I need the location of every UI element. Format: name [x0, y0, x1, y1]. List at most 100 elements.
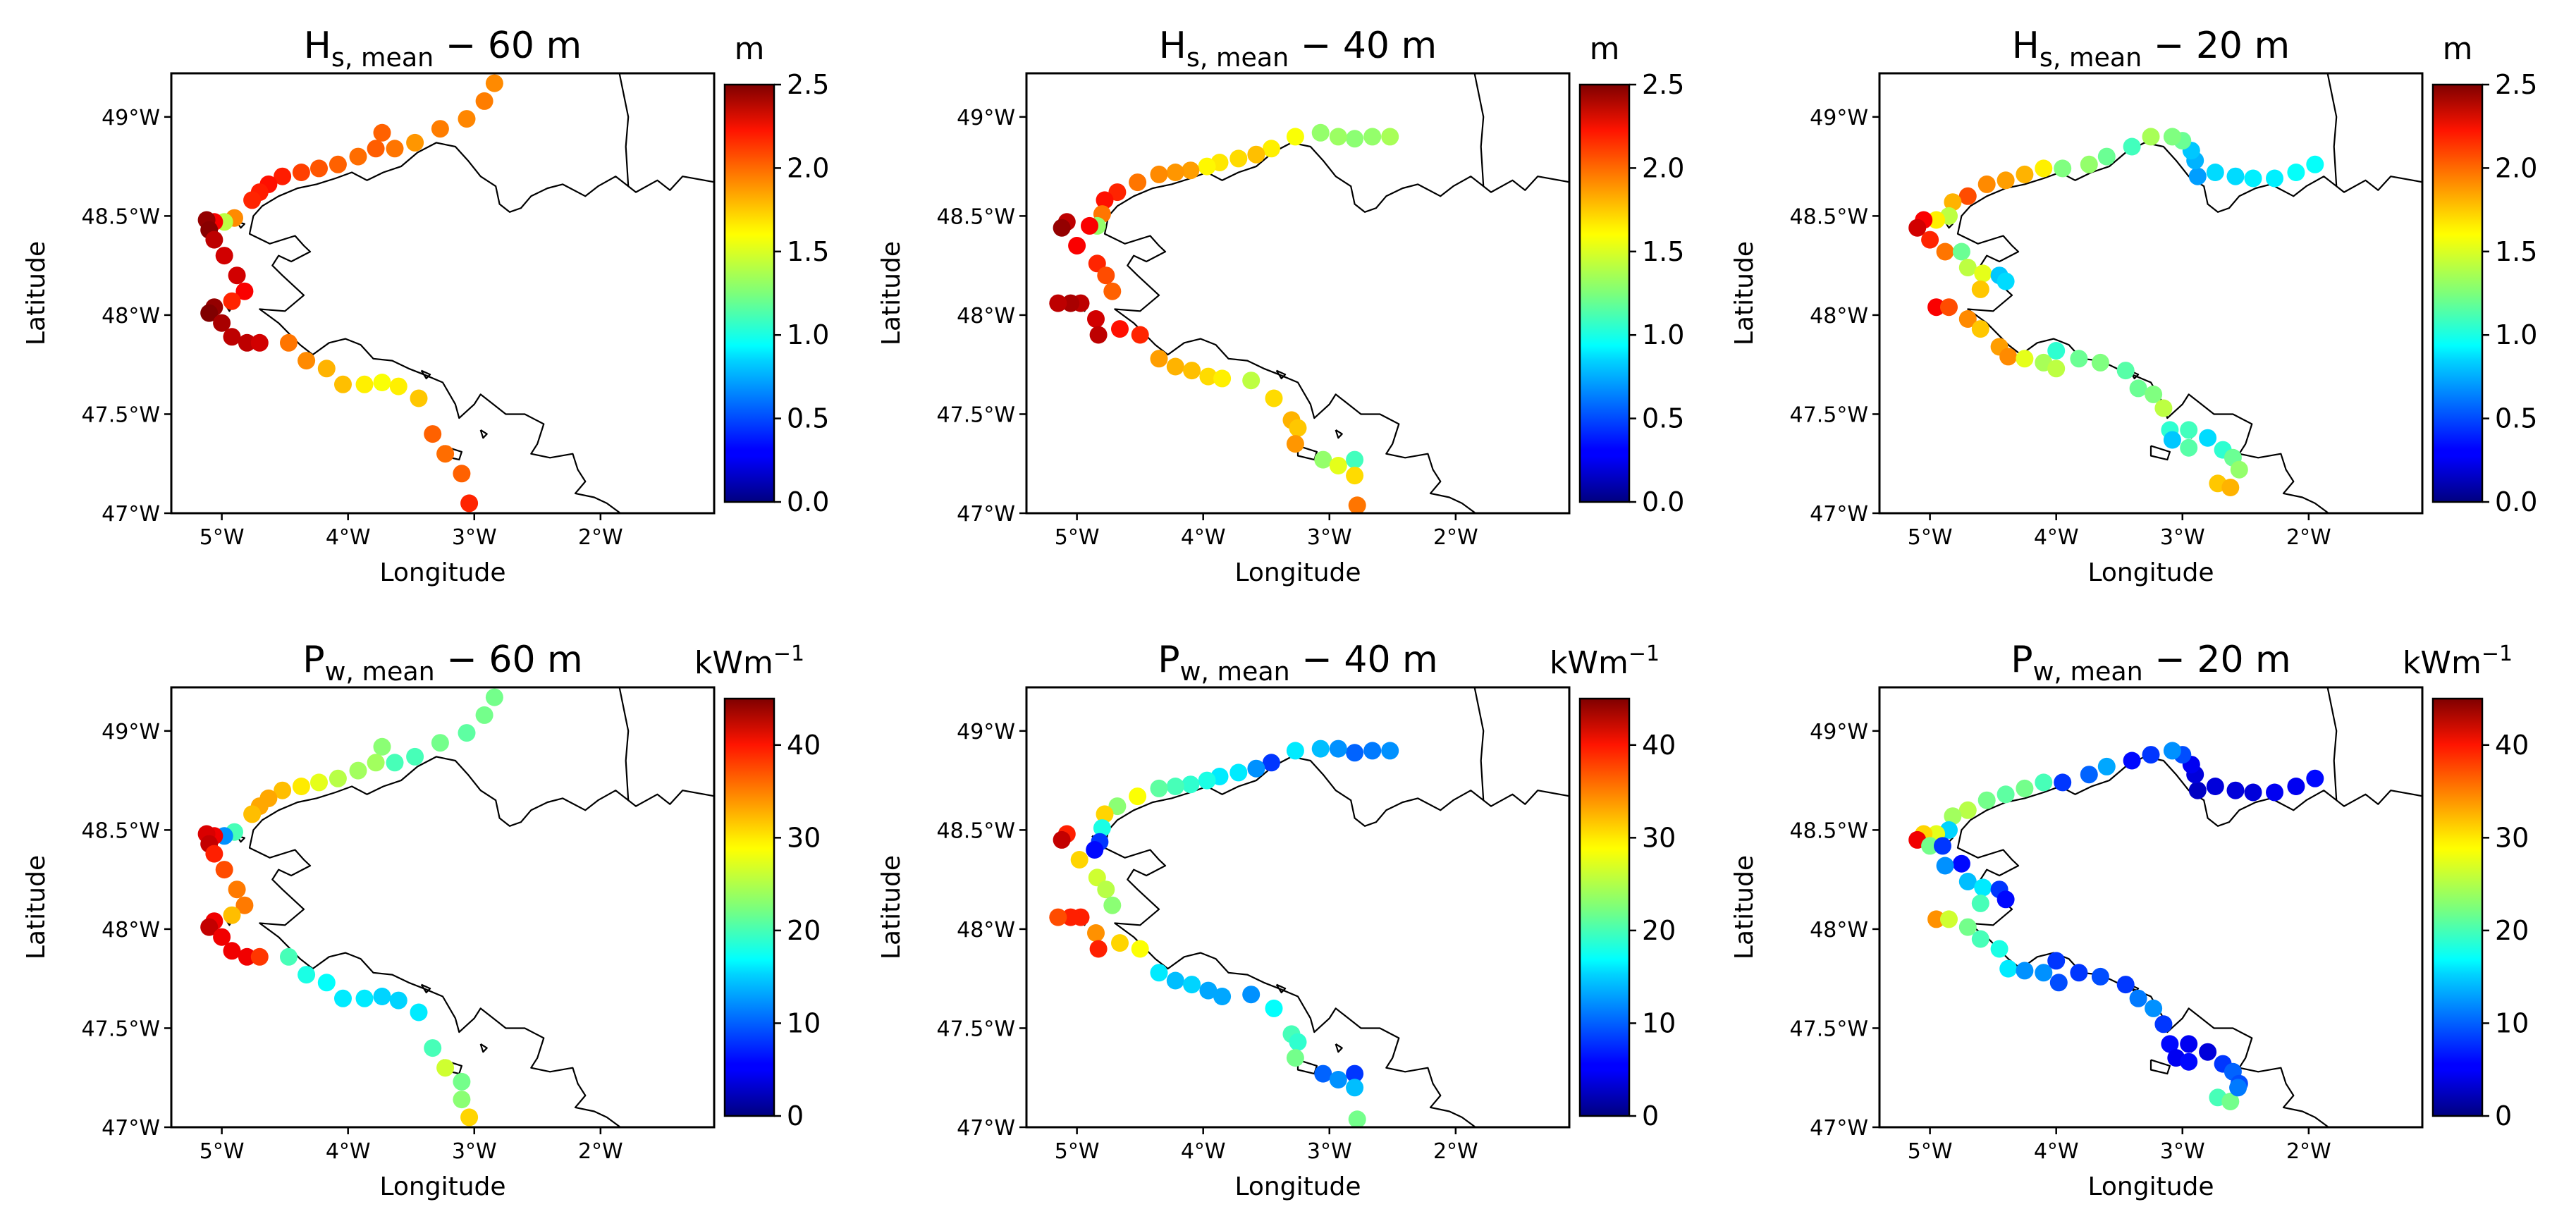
data-point [2226, 781, 2245, 799]
data-point [2016, 779, 2034, 797]
data-point [1199, 981, 1218, 1000]
data-point [410, 1003, 428, 1021]
colorbar-unit-label: kWm−1 [2403, 642, 2513, 681]
data-point [1229, 763, 1248, 782]
map-panel-2: Hs, mean − 40 m 5°W 4°W 3°W 2°W 47°W 47.5°W 48°… [877, 25, 1684, 587]
data-point [1958, 187, 1977, 205]
data-point [458, 724, 476, 742]
data-point [1940, 910, 1958, 928]
colorbar-tick-label: 30 [787, 822, 821, 853]
data-point [1958, 310, 1977, 328]
data-point [1958, 918, 1977, 936]
data-point [223, 292, 241, 310]
colorbar-unit-label: m [2443, 31, 2473, 67]
data-point [2116, 362, 2135, 380]
data-point [2016, 962, 2034, 980]
data-point [1150, 165, 1168, 183]
data-point [235, 896, 254, 914]
data-point [406, 133, 424, 152]
colorbar: 0 10 20 30 40 kWm−1 [694, 642, 821, 1131]
colorbar-tick-label: 0 [1642, 1100, 1659, 1131]
data-point [2054, 159, 2072, 178]
plot-frame [1878, 686, 2424, 1129]
x-axis-label: Longitude [379, 1172, 505, 1201]
data-point [436, 1059, 455, 1077]
panel-title: Hs, mean − 40 m [1159, 25, 1437, 73]
data-point [2016, 350, 2034, 368]
data-point [386, 140, 404, 158]
data-point [1183, 362, 1201, 380]
data-point [1070, 851, 1088, 869]
colorbar-tick-label: 20 [1642, 915, 1676, 946]
x-axis-label: Longitude [1234, 1172, 1361, 1201]
data-point [373, 988, 391, 1005]
data-point [1977, 791, 1996, 809]
data-point [1097, 266, 1115, 285]
data-point [1111, 320, 1129, 338]
data-point [1974, 878, 1992, 897]
x-tick-label: 4°W [326, 525, 371, 550]
data-point [1242, 986, 1261, 1004]
data-point [1363, 128, 1382, 146]
data-point [205, 231, 223, 249]
data-point [2206, 164, 2224, 181]
colorbar-tick-label: 2.5 [2495, 69, 2537, 100]
data-point [1381, 742, 1399, 760]
data-points [1049, 123, 1399, 515]
data-point [280, 333, 298, 352]
data-point [2154, 1015, 2173, 1033]
y-tick-label: 47.5°W [937, 403, 1015, 427]
data-point [1081, 216, 1098, 235]
data-point [292, 164, 310, 181]
data-point [349, 147, 367, 166]
y-tick-label: 47°W [1810, 502, 1868, 527]
data-point [2230, 460, 2248, 479]
x-tick-label: 3°W [1307, 1139, 1352, 1164]
data-point [317, 974, 336, 992]
data-point [2016, 165, 2034, 183]
data-point [1381, 128, 1399, 146]
data-point [1265, 999, 1283, 1017]
colorbar-tick-label: 40 [787, 730, 821, 761]
data-point [1213, 988, 1232, 1005]
data-point [228, 266, 246, 285]
colorbar-tick-label: 2.0 [1642, 152, 1684, 183]
data-point [1997, 171, 2015, 190]
data-point [1108, 797, 1127, 816]
data-point [1053, 830, 1071, 849]
data-point [317, 360, 336, 378]
data-point [2097, 147, 2116, 166]
data-point [1971, 280, 1989, 298]
data-point [274, 167, 292, 185]
plot-frame [1025, 686, 1571, 1129]
data-point [2266, 169, 2283, 188]
data-point [1971, 894, 1989, 912]
data-point [2287, 778, 2305, 795]
data-point [1068, 237, 1086, 254]
x-tick-label: 3°W [452, 1139, 497, 1164]
data-point [460, 494, 479, 513]
data-point [1242, 372, 1261, 390]
data-point [1329, 457, 1347, 474]
data-point [1262, 140, 1280, 158]
x-tick-label: 2°W [1433, 525, 1478, 550]
data-point [367, 140, 385, 158]
data-point [1265, 389, 1283, 407]
data-point [1062, 294, 1080, 312]
data-point [2035, 964, 2053, 982]
data-point [2188, 781, 2207, 799]
y-axis-label: Latitude [877, 855, 906, 959]
colorbar-tick-label: 20 [787, 915, 821, 946]
data-point [1990, 940, 2008, 958]
data-point [2116, 976, 2135, 994]
data-point [1182, 775, 1200, 794]
data-point [1921, 837, 1939, 855]
data-point [1940, 298, 1958, 317]
data-point [1934, 837, 1951, 855]
y-tick-label: 47.5°W [82, 1017, 160, 1041]
plot-frame [170, 72, 716, 515]
colorbar-gradient [1578, 83, 1631, 503]
y-tick-label: 47°W [102, 1116, 160, 1141]
y-tick-label: 48°W [1810, 918, 1868, 943]
